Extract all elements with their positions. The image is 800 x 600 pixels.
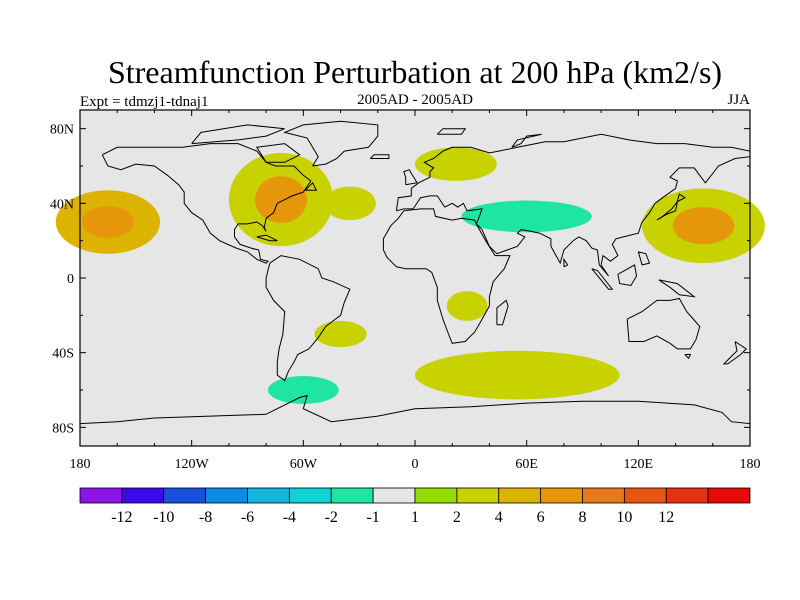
- anomaly-greenland-positive: [415, 147, 497, 181]
- coastline-new-guinea: [658, 279, 696, 298]
- colorbar-label: -10: [153, 509, 174, 526]
- center-label: 2005AD - 2005AD: [357, 92, 473, 108]
- coastline-uk: [403, 169, 418, 186]
- y-axis: 80N 40N 0 40S 80S: [50, 123, 750, 436]
- coastline-svalbard: [436, 128, 467, 135]
- chart-title: Streamfunction Perturbation at 200 hPa (…: [108, 54, 722, 90]
- coastline-africa: [382, 208, 511, 344]
- colorbar-swatch: [247, 487, 290, 504]
- coastline-cuba: [256, 234, 278, 242]
- anomaly-core-eurasia-negative: [461, 200, 592, 233]
- anomaly-core-west-pacific-positive: [672, 207, 735, 245]
- anomaly-southern-indian-positive: [414, 350, 620, 400]
- coastline-novaya-zemlya: [511, 133, 542, 148]
- y-tick-label: 0: [67, 272, 74, 287]
- colorbar-label: 6: [537, 509, 545, 526]
- colorbar-label: 4: [495, 509, 503, 526]
- x-tick-label: 120W: [175, 457, 210, 472]
- colorbar-label: -2: [325, 509, 338, 526]
- anomaly-core-drake-passage-negative: [267, 376, 339, 404]
- colorbar-swatch: [372, 487, 416, 504]
- y-tick-label: 80S: [52, 421, 74, 436]
- x-tick-label: 120E: [624, 457, 654, 472]
- x-tick-label: 60E: [515, 457, 538, 472]
- coastline-antarctica: [79, 394, 751, 425]
- coastline-arctic-islands: [191, 124, 285, 145]
- coastline-madagascar: [496, 299, 509, 326]
- colorbar-swatch: [540, 487, 583, 504]
- colorbar-swatch: [456, 487, 500, 504]
- y-tick-label: 80N: [50, 123, 74, 138]
- colorbar-label: 10: [616, 509, 632, 526]
- colorbar-swatch: [582, 487, 625, 504]
- left-label: Expt = tdmzj1-tdnaj1: [80, 94, 208, 110]
- coastline-philippines: [637, 251, 651, 266]
- coastline-north-america: [101, 143, 312, 264]
- colorbar-label: 12: [658, 509, 674, 526]
- y-tick-label: 40N: [50, 197, 74, 212]
- colorbar-swatch: [205, 487, 248, 504]
- coastline-iceland: [369, 154, 390, 159]
- x-tick-label: 180: [70, 457, 91, 472]
- colorbar-label: -12: [111, 509, 132, 526]
- colorbar-swatch: [121, 487, 165, 504]
- colorbar-swatch: [665, 487, 709, 504]
- anomaly-south-atlantic-positive: [314, 320, 367, 348]
- colorbar-swatch: [623, 487, 667, 504]
- coastline-sri-lanka: [563, 257, 569, 268]
- coastline-newfoundland: [304, 181, 318, 191]
- colorbar-label: 1: [411, 509, 419, 526]
- coastlines: [79, 120, 751, 425]
- coastline-japan: [656, 193, 686, 221]
- coastline-australia: [626, 297, 701, 350]
- anomaly-north-atlantic-positive: [323, 186, 376, 221]
- colorbar-label: 8: [579, 509, 587, 526]
- coastline-new-zealand: [722, 341, 748, 365]
- anomaly-australia-negative: [586, 287, 691, 325]
- colorbar-swatch: [414, 487, 458, 504]
- colorbar-swatch: [79, 487, 123, 504]
- anomaly-south-pacific-negative: [80, 306, 174, 362]
- colorbar-label: -8: [199, 509, 212, 526]
- coastline-tasmania: [684, 354, 692, 360]
- colorbar-swatch: [163, 487, 207, 504]
- colorbar-swatch: [288, 487, 332, 504]
- coastline-greenland: [283, 120, 379, 167]
- anomaly-core-pacific-west-positive: [81, 206, 134, 238]
- anomaly-core-north-america-positive: [254, 176, 308, 223]
- x-tick-label: 180: [740, 457, 761, 472]
- colorbar-swatch: [330, 487, 374, 504]
- colorbar-swatch: [498, 487, 542, 504]
- x-tick-label: 60W: [290, 457, 318, 472]
- coastline-baffin: [255, 143, 301, 163]
- colorbar-label: -4: [283, 509, 296, 526]
- anomaly-south-pacific-negative-small: [215, 302, 242, 336]
- coastline-eurasia: [395, 133, 751, 277]
- colorbar-swatch: [707, 487, 751, 504]
- x-tick-label: 0: [412, 457, 419, 472]
- coastline-south-america: [265, 255, 351, 382]
- map-background: [80, 110, 750, 446]
- colorbar-label: 2: [453, 509, 461, 526]
- coastline-sumatra: [591, 268, 614, 290]
- coastline-borneo: [617, 264, 638, 287]
- right-label: JJA: [727, 92, 750, 108]
- anomaly-southwest-pacific-negative: [694, 334, 750, 390]
- y-tick-label: 40S: [52, 347, 74, 362]
- colorbar-label: -6: [241, 509, 254, 526]
- colorbar-label: -1: [366, 509, 379, 526]
- anomaly-southern-africa-positive: [446, 291, 488, 321]
- x-axis: 180 120W 60W 0 60E 120E 180: [70, 110, 761, 472]
- colorbar: -12 -10 -8 -6 -4 -2 -1 1 2 4 6 8 10 12: [79, 487, 751, 526]
- map-plot-area: [55, 109, 765, 447]
